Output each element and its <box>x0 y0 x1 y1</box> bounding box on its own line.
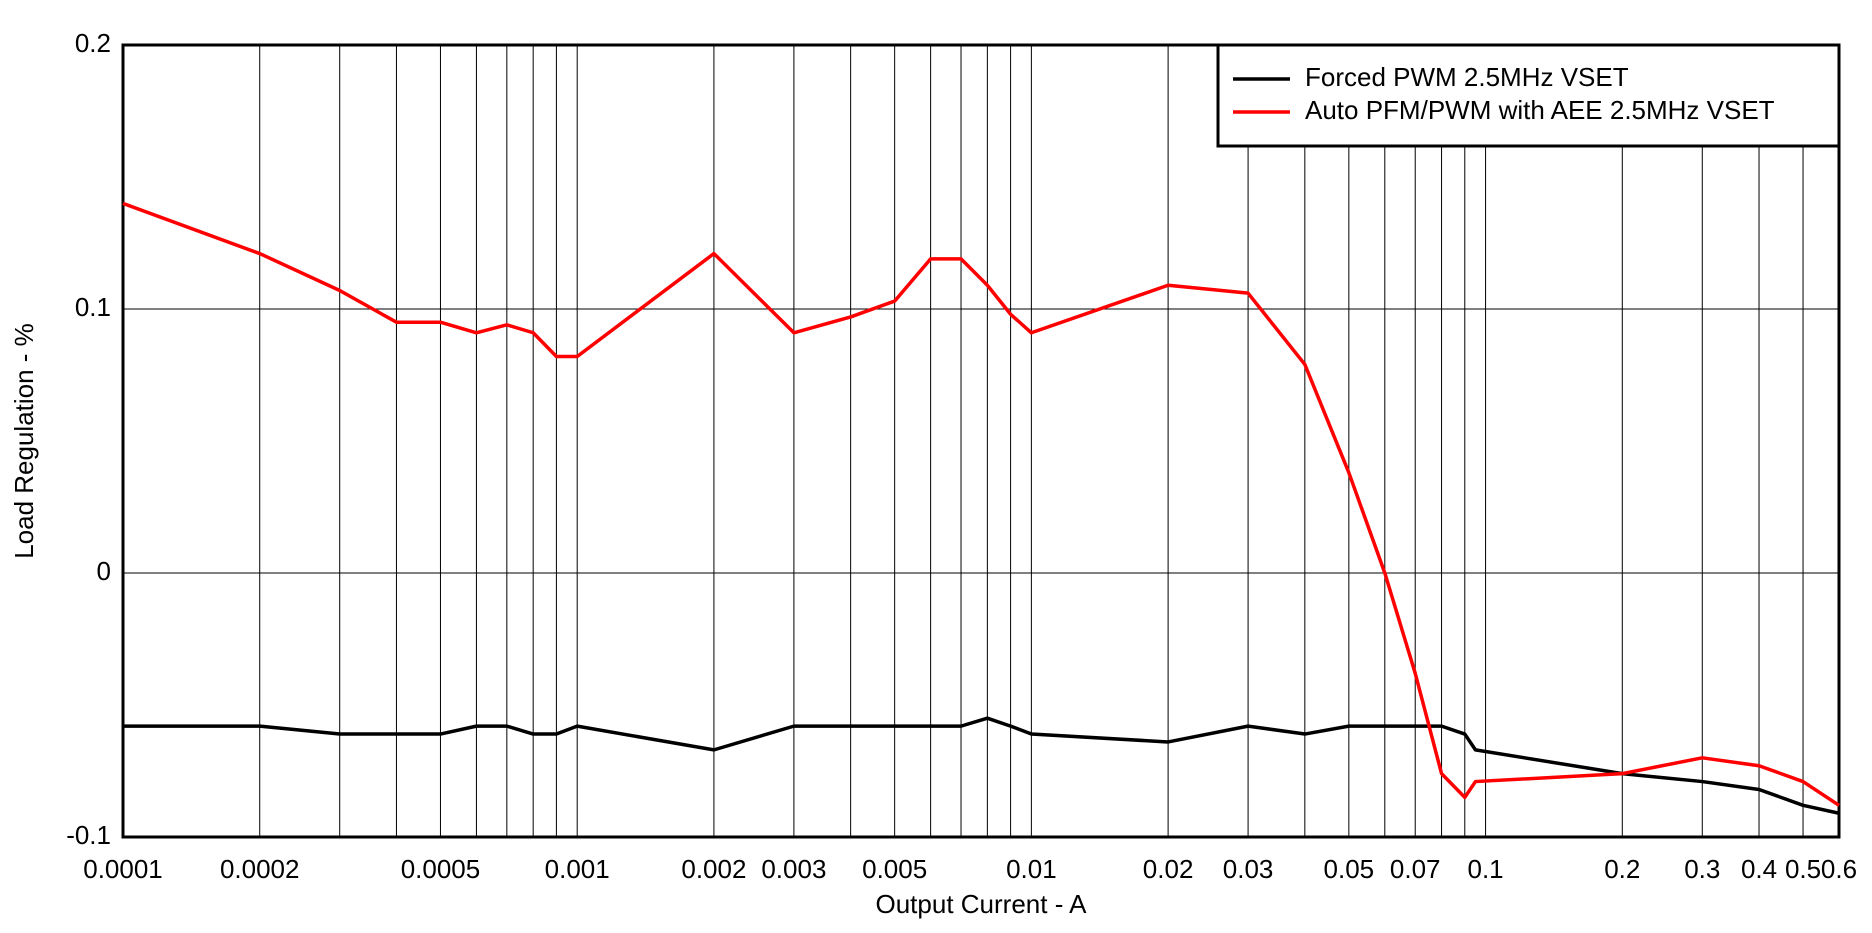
x-tick-label: 0.2 <box>1604 854 1640 884</box>
x-tick-label: 0.05 <box>1324 854 1375 884</box>
x-axis-title: Output Current - A <box>876 889 1088 919</box>
x-tick-label: 0.03 <box>1223 854 1274 884</box>
y-tick-label: 0.2 <box>75 28 111 58</box>
x-tick-label: 0.1 <box>1467 854 1503 884</box>
y-tick-label: -0.1 <box>66 820 111 850</box>
x-tick-label: 0.0001 <box>83 854 163 884</box>
data-line <box>122 201 1840 807</box>
x-tick-label: 0.005 <box>862 854 927 884</box>
legend-label: Auto PFM/PWM with AEE 2.5MHz VSET <box>1305 95 1775 125</box>
x-tick-label: 0.002 <box>681 854 746 884</box>
x-tick-label: 0.3 <box>1684 854 1720 884</box>
y-axis-title: Load Regulation - % <box>9 323 39 559</box>
x-tick-label: 0.07 <box>1390 854 1441 884</box>
x-tick-label: 0.01 <box>1006 854 1057 884</box>
x-tick-label: 0.6 <box>1821 854 1857 884</box>
x-tick-label: 0.001 <box>545 854 610 884</box>
legend-box <box>1216 43 1841 148</box>
y-tick-label: 0.1 <box>75 292 111 322</box>
plot-frame <box>121 43 1841 839</box>
x-tick-label: 0.003 <box>761 854 826 884</box>
x-tick-label: 0.0002 <box>220 854 300 884</box>
x-tick-label: 0.5 <box>1785 854 1821 884</box>
legend-label: Forced PWM 2.5MHz VSET <box>1305 62 1629 92</box>
x-tick-label: 0.4 <box>1741 854 1777 884</box>
y-tick-label: 0 <box>97 556 111 586</box>
x-tick-label: 0.0005 <box>401 854 481 884</box>
data-line <box>123 716 1840 815</box>
x-tick-label: 0.02 <box>1143 854 1194 884</box>
